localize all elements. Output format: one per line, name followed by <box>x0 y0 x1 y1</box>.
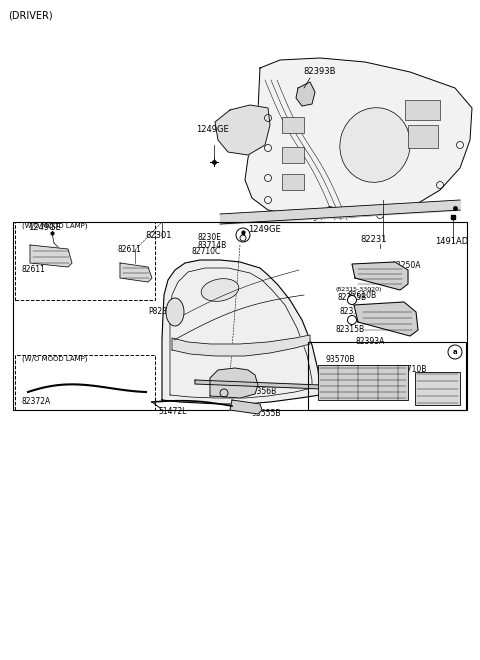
Ellipse shape <box>340 108 410 182</box>
Text: REF.60-760: REF.60-760 <box>258 213 314 222</box>
Ellipse shape <box>166 298 184 326</box>
Text: 82356B: 82356B <box>248 387 277 395</box>
Polygon shape <box>172 335 310 356</box>
Text: a: a <box>453 349 457 355</box>
Text: 82315D: 82315D <box>340 308 370 317</box>
Text: 51472L: 51472L <box>158 407 186 416</box>
Text: (82315-33020): (82315-33020) <box>336 288 383 292</box>
Polygon shape <box>120 263 152 282</box>
Bar <box>408 125 438 148</box>
Bar <box>415 372 460 405</box>
Bar <box>405 100 440 120</box>
Text: 93555B: 93555B <box>252 409 281 418</box>
Text: 93570B: 93570B <box>325 356 355 364</box>
Text: 1249GE: 1249GE <box>248 226 281 234</box>
Text: 82315B: 82315B <box>336 325 365 335</box>
Text: 82611: 82611 <box>118 246 142 255</box>
Bar <box>282 117 304 133</box>
Polygon shape <box>162 260 320 404</box>
Circle shape <box>348 315 357 325</box>
Text: (W/O MOOD LAMP): (W/O MOOD LAMP) <box>22 356 87 362</box>
Polygon shape <box>296 82 315 106</box>
Bar <box>282 174 304 190</box>
Polygon shape <box>215 105 270 155</box>
Text: 82315B: 82315B <box>338 294 367 302</box>
Text: 8230E: 8230E <box>197 234 221 242</box>
Polygon shape <box>354 302 418 336</box>
Polygon shape <box>352 262 408 290</box>
Text: 93250A: 93250A <box>392 261 421 269</box>
Polygon shape <box>210 368 258 398</box>
Text: (W/O MOOD LAMP): (W/O MOOD LAMP) <box>22 223 87 229</box>
Text: 82372A: 82372A <box>22 397 51 407</box>
Polygon shape <box>30 245 72 267</box>
Text: 82611: 82611 <box>22 265 46 275</box>
Polygon shape <box>245 58 472 218</box>
Text: (DRIVER): (DRIVER) <box>8 10 53 20</box>
Bar <box>318 365 408 400</box>
Bar <box>308 342 466 410</box>
Bar <box>282 147 304 163</box>
Text: 82610B: 82610B <box>348 290 377 300</box>
Text: 83714B: 83714B <box>197 240 226 249</box>
Text: 1249GE: 1249GE <box>196 125 229 135</box>
Text: 82393B: 82393B <box>303 67 336 77</box>
Circle shape <box>240 235 246 241</box>
Bar <box>13 222 467 410</box>
Text: 82231: 82231 <box>360 236 386 244</box>
Text: a: a <box>240 232 245 238</box>
Bar <box>15 355 155 410</box>
Text: 93710B: 93710B <box>398 366 427 374</box>
Text: 82301: 82301 <box>145 230 171 240</box>
Polygon shape <box>230 400 262 414</box>
Text: P82317: P82317 <box>148 308 177 317</box>
Text: 82710C: 82710C <box>192 248 221 257</box>
Bar <box>15 222 155 300</box>
Polygon shape <box>195 380 322 389</box>
Ellipse shape <box>201 279 239 302</box>
Text: 1249GE: 1249GE <box>28 224 61 232</box>
Text: 1491AD: 1491AD <box>435 238 468 246</box>
Circle shape <box>348 296 357 304</box>
Text: 82393A: 82393A <box>355 337 384 346</box>
